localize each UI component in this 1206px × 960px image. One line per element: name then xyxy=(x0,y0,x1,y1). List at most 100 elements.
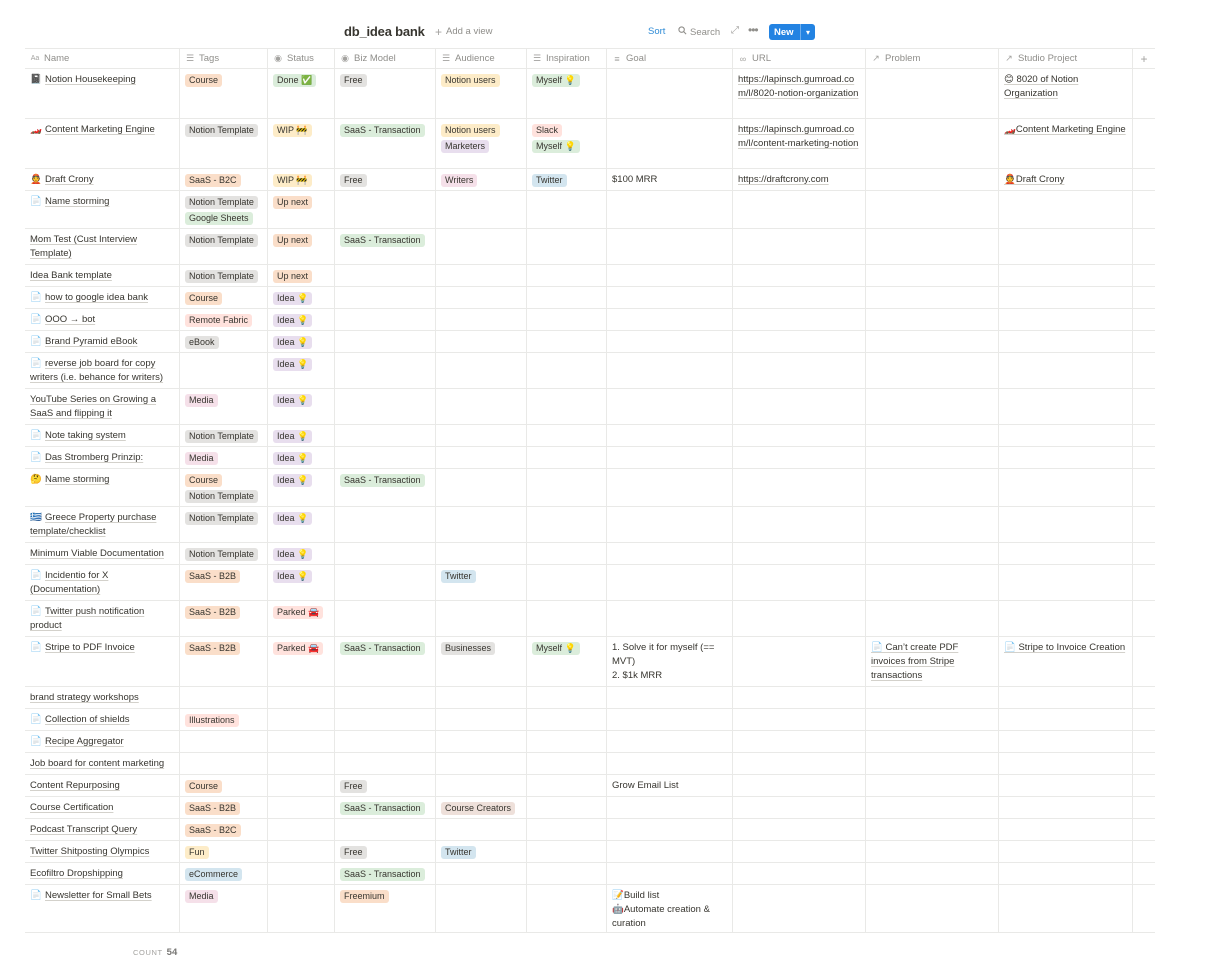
biz-model-cell[interactable] xyxy=(335,507,436,542)
inspiration-cell[interactable] xyxy=(527,731,607,752)
biz-model-cell[interactable]: SaaS - Transaction xyxy=(335,119,436,168)
tags-cell[interactable]: Notion Template Google Sheets xyxy=(180,191,268,228)
status-cell[interactable]: WIP 🚧 xyxy=(268,169,335,190)
problem-relation-cell[interactable] xyxy=(866,819,999,840)
row-title[interactable]: 📄 OOO → bot xyxy=(25,309,180,330)
table-row[interactable]: Job board for content marketing xyxy=(25,753,1155,775)
studio-project-relation-cell[interactable] xyxy=(999,229,1133,264)
tags-cell[interactable]: Course xyxy=(180,287,268,308)
audience-cell[interactable]: Notion users xyxy=(436,69,527,118)
goal-cell[interactable] xyxy=(607,841,733,862)
biz-model-cell[interactable] xyxy=(335,447,436,468)
problem-relation-cell[interactable] xyxy=(866,169,999,190)
row-title[interactable]: 📄 Stripe to PDF Invoice xyxy=(25,637,180,686)
tags-cell[interactable]: Course xyxy=(180,69,268,118)
url-cell[interactable] xyxy=(733,507,866,542)
search-button[interactable]: Search xyxy=(678,26,720,38)
inspiration-cell[interactable] xyxy=(527,543,607,564)
studio-project-relation-cell[interactable] xyxy=(999,601,1133,636)
inspiration-cell[interactable] xyxy=(527,447,607,468)
table-row[interactable]: Mom Test (Cust Interview Template) Notion… xyxy=(25,229,1155,265)
table-row[interactable]: Minimum Viable Documentation Notion Templ… xyxy=(25,543,1155,565)
goal-cell[interactable] xyxy=(607,709,733,730)
row-title[interactable]: brand strategy workshops xyxy=(25,687,180,708)
biz-model-cell[interactable]: SaaS - Transaction xyxy=(335,637,436,686)
biz-model-cell[interactable] xyxy=(335,353,436,388)
url-cell[interactable] xyxy=(733,425,866,446)
row-title[interactable]: 📄 Brand Pyramid eBook xyxy=(25,331,180,352)
table-row[interactable]: Course Certification SaaS - B2B SaaS - Tra… xyxy=(25,797,1155,819)
studio-project-relation-cell[interactable] xyxy=(999,753,1133,774)
status-cell[interactable]: Up next xyxy=(268,229,335,264)
more-options-icon[interactable]: ••• xyxy=(748,23,759,37)
studio-project-relation-cell[interactable] xyxy=(999,265,1133,286)
status-cell[interactable] xyxy=(268,753,335,774)
inspiration-cell[interactable] xyxy=(527,863,607,884)
tags-cell[interactable]: Media xyxy=(180,885,268,932)
row-title[interactable]: Twitter Shitposting Olympics xyxy=(25,841,180,862)
status-cell[interactable]: Idea 💡 xyxy=(268,543,335,564)
studio-project-relation-cell[interactable]: 🏎️Content Marketing Engine xyxy=(999,119,1133,168)
audience-cell[interactable] xyxy=(436,709,527,730)
inspiration-cell[interactable] xyxy=(527,287,607,308)
status-cell[interactable]: Idea 💡 xyxy=(268,565,335,600)
audience-cell[interactable] xyxy=(436,885,527,932)
tags-cell[interactable]: Course Notion Template xyxy=(180,469,268,506)
table-row[interactable]: 📄 Name storming Notion Template Google Shee… xyxy=(25,191,1155,229)
problem-relation-cell[interactable] xyxy=(866,265,999,286)
row-title[interactable]: Idea Bank template xyxy=(25,265,180,286)
biz-model-cell[interactable]: Freemium xyxy=(335,885,436,932)
new-button[interactable]: New ▾ xyxy=(769,24,815,40)
biz-model-cell[interactable] xyxy=(335,687,436,708)
studio-project-relation-cell[interactable] xyxy=(999,819,1133,840)
row-title[interactable]: 📄 Note taking system xyxy=(25,425,180,446)
inspiration-cell[interactable]: Slack Myself 💡 xyxy=(527,119,607,168)
problem-relation-cell[interactable] xyxy=(866,753,999,774)
tags-cell[interactable] xyxy=(180,731,268,752)
column-header-tags[interactable]: ☰ Tags xyxy=(180,49,268,68)
row-title[interactable]: 🤔 Name storming xyxy=(25,469,180,506)
column-header-inspiration[interactable]: ☰ Inspiration xyxy=(527,49,607,68)
status-cell[interactable] xyxy=(268,863,335,884)
row-title[interactable]: 📄 Incidentio for X (Documentation) xyxy=(25,565,180,600)
status-cell[interactable]: Parked 🚘 xyxy=(268,637,335,686)
problem-relation-cell[interactable] xyxy=(866,601,999,636)
row-title[interactable]: Course Certification xyxy=(25,797,180,818)
audience-cell[interactable] xyxy=(436,425,527,446)
problem-relation-cell[interactable] xyxy=(866,775,999,796)
table-row[interactable]: brand strategy workshops xyxy=(25,687,1155,709)
row-title[interactable]: 🇬🇷 Greece Property purchase template/chec… xyxy=(25,507,180,542)
biz-model-cell[interactable] xyxy=(335,425,436,446)
studio-project-relation-cell[interactable] xyxy=(999,287,1133,308)
status-cell[interactable]: Parked 🚘 xyxy=(268,601,335,636)
problem-relation-cell[interactable] xyxy=(866,841,999,862)
table-row[interactable]: 📄 Incidentio for X (Documentation) SaaS - … xyxy=(25,565,1155,601)
database-title[interactable]: db_idea bank xyxy=(344,24,425,39)
biz-model-cell[interactable] xyxy=(335,753,436,774)
table-row[interactable]: Content Repurposing Course Free Grow Email … xyxy=(25,775,1155,797)
column-header-problem[interactable]: ↗ Problem xyxy=(866,49,999,68)
inspiration-cell[interactable] xyxy=(527,819,607,840)
tags-cell[interactable]: eCommerce xyxy=(180,863,268,884)
goal-cell[interactable] xyxy=(607,287,733,308)
table-row[interactable]: 👲 Draft Crony SaaS - B2C WIP 🚧 Free Writers Tw… xyxy=(25,169,1155,191)
url-cell[interactable] xyxy=(733,229,866,264)
tags-cell[interactable]: Notion Template xyxy=(180,229,268,264)
table-row[interactable]: Podcast Transcript Query SaaS - B2C xyxy=(25,819,1155,841)
row-title[interactable]: Content Repurposing xyxy=(25,775,180,796)
url-cell[interactable] xyxy=(733,543,866,564)
inspiration-cell[interactable] xyxy=(527,797,607,818)
goal-cell[interactable] xyxy=(607,543,733,564)
studio-project-relation-cell[interactable] xyxy=(999,331,1133,352)
table-row[interactable]: 📄 Twitter push notification product SaaS -… xyxy=(25,601,1155,637)
inspiration-cell[interactable] xyxy=(527,331,607,352)
biz-model-cell[interactable] xyxy=(335,819,436,840)
url-cell[interactable]: https://lapinsch.gumroad.com/l/8020-noti… xyxy=(733,69,866,118)
goal-cell[interactable] xyxy=(607,447,733,468)
inspiration-cell[interactable] xyxy=(527,191,607,228)
inspiration-cell[interactable] xyxy=(527,753,607,774)
tags-cell[interactable]: Notion Template xyxy=(180,425,268,446)
table-row[interactable]: 📄 Stripe to PDF Invoice SaaS - B2B Parked 🚘… xyxy=(25,637,1155,687)
table-row[interactable]: 📄 Note taking system Notion Template Idea 💡 xyxy=(25,425,1155,447)
audience-cell[interactable] xyxy=(436,775,527,796)
